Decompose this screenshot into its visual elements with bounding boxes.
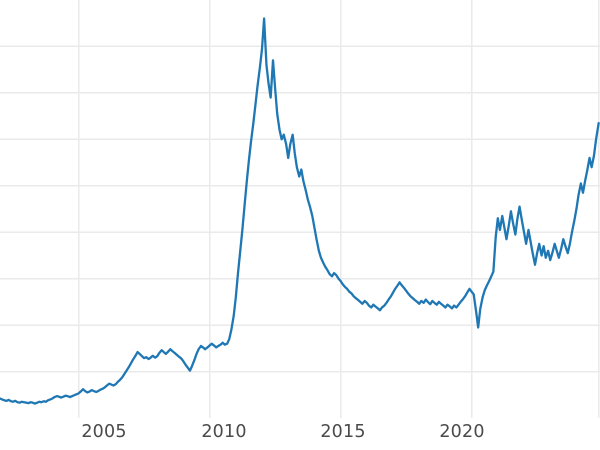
x-axis: 2005 2010 2015 2020 <box>0 418 600 450</box>
plot-area <box>0 0 600 418</box>
x-tick-label-2010: 2010 <box>201 422 247 442</box>
price-line-series <box>0 17 600 405</box>
x-tick-label-2020: 2020 <box>439 422 485 442</box>
chart-canvas <box>0 0 600 418</box>
x-tick-label-2015: 2015 <box>320 422 366 442</box>
vertical-gridlines <box>77 0 600 418</box>
horizontal-gridlines <box>0 45 600 373</box>
x-tick-label-2005: 2005 <box>81 422 127 442</box>
